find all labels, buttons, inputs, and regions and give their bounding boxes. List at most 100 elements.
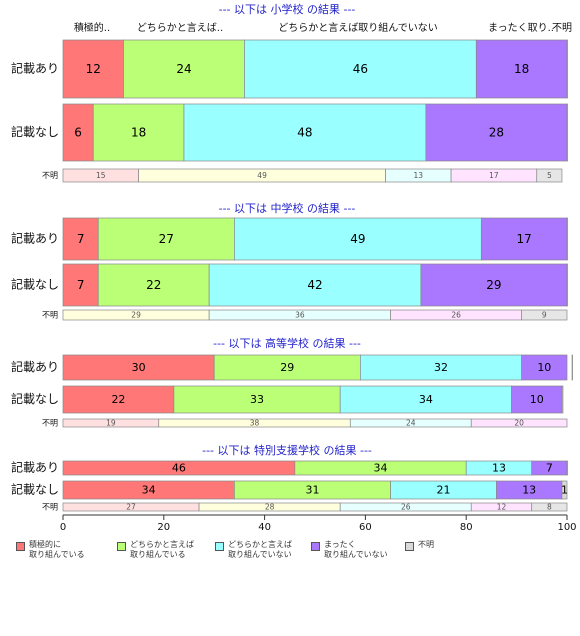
stacked-bar-chart: 積極的.. どちらかと言えば.. どちらかと言えば取り組んでいない まったく取り..不… [11, 2, 577, 533]
bar-segment-3-3-4 [470, 418, 568, 428]
top-header-2: どちらかと言えば.. [137, 21, 223, 34]
legend-item-3: どちらかと言えば 取り組んでいない [215, 540, 292, 560]
legend-swatch-1 [16, 542, 25, 551]
x-tick-label-2: 20 [157, 522, 170, 533]
row-label-3-2: 記載なし [11, 391, 59, 406]
data-label-1-2-3: 48 [297, 126, 312, 140]
bar-segment-2-2-5 [566, 263, 568, 307]
data-label-3-2-4: 10 [530, 393, 544, 406]
row-label-4-2: 記載なし [11, 482, 59, 497]
bar-segment-1-2-1 [62, 103, 94, 162]
data-label-4-2-4: 13 [522, 484, 536, 497]
top-header-5: 不明 [552, 22, 572, 34]
bar-segment-3-1-4 [521, 354, 568, 381]
legend-item-4: まったく 取り組んでいない [311, 540, 388, 560]
bar-segment-1-1-2 [123, 39, 245, 99]
row-label-2-2: 記載なし [11, 277, 59, 292]
bar-segment-1-2-3 [183, 103, 427, 162]
bar-segment-3-2-5 [561, 385, 564, 414]
row-label-3-1: 記載あり [11, 359, 59, 374]
data-label-1-3-4: 17 [489, 171, 499, 180]
data-label-2-1-2: 27 [159, 232, 174, 246]
data-label-4-3-3: 26 [401, 503, 411, 512]
legend-swatch-5 [405, 542, 414, 551]
x-tick-label-4: 60 [359, 522, 372, 533]
data-label-4-2-3: 21 [437, 484, 451, 497]
bar-segment-3-2-4 [511, 385, 563, 414]
data-label-3-3-2: 38 [250, 419, 260, 428]
bar-segment-2-3-5 [521, 309, 568, 321]
data-label-2-1-3: 49 [350, 232, 365, 246]
x-tick-label-3: 40 [258, 522, 271, 533]
row-label-1-1: 記載あり [11, 61, 59, 76]
data-label-2-3-3: 36 [295, 311, 305, 320]
bar-segment-1-2-5 [566, 103, 568, 162]
data-label-2-1-4: 17 [517, 232, 532, 246]
group-title-1: --- 以下は 小学校 の結果 --- [219, 2, 356, 16]
data-label-2-3-2: 29 [131, 311, 141, 320]
legend: 積極的に 取り組んでいる どちらかと言えば 取り組んでいる どちらかと言えば 取… [16, 540, 576, 570]
legend-swatch-2 [117, 542, 126, 551]
bar-segment-1-1-1 [62, 39, 124, 99]
data-label-1-2-2: 18 [131, 126, 146, 140]
data-label-4-3-2: 28 [265, 503, 275, 512]
row-label-2-3: 不明 [42, 311, 58, 320]
data-label-2-2-3: 42 [307, 278, 322, 292]
data-label-2-3-5: 9 [542, 311, 547, 320]
group-title-3: --- 以下は 高等学校 の結果 --- [213, 336, 361, 350]
data-label-4-3-1: 27 [126, 503, 136, 512]
data-label-4-1-2: 34 [374, 462, 388, 475]
top-header-4: まったく取り.. [488, 22, 554, 34]
top-header-3: どちらかと言えば取り組んでいない [278, 21, 438, 34]
data-label-1-1-4: 18 [514, 62, 529, 76]
bar-segment-3-1-1 [62, 354, 215, 381]
data-label-3-1-4: 10 [537, 361, 551, 374]
bar-segment-2-1-4 [480, 217, 568, 261]
data-label-1-2-4: 28 [489, 126, 504, 140]
data-label-3-3-4: 20 [514, 419, 524, 428]
legend-item-2: どちらかと言えば 取り組んでいる [117, 540, 194, 560]
row-label-4-3: 不明 [42, 503, 58, 512]
data-label-4-1-3: 13 [492, 462, 506, 475]
bar-segment-3-1-2 [213, 354, 361, 381]
bar-segment-2-1-3 [234, 217, 482, 261]
bar-segment-4-1-5 [566, 460, 568, 476]
bar-segment-2-2-2 [97, 263, 210, 307]
bar-segment-4-3-5 [531, 502, 568, 512]
legend-label-5: 不明 [418, 540, 434, 549]
x-tick-label-5: 80 [460, 522, 473, 533]
bar-segment-2-1-2 [97, 217, 235, 261]
data-label-3-1-2: 29 [280, 361, 294, 374]
bar-segment-1-3-5 [536, 168, 563, 183]
data-label-1-3-5: 5 [547, 171, 552, 180]
bar-segment-1-2-2 [92, 103, 185, 162]
data-label-1-3-3: 13 [414, 171, 424, 180]
data-label-4-3-5: 8 [547, 503, 552, 512]
bar-segment-3-1-5 [571, 354, 573, 381]
legend-item-5: 不明 [405, 540, 434, 551]
data-label-1-2-1: 6 [74, 126, 82, 140]
legend-label-2: どちらかと言えば 取り組んでいる [130, 540, 194, 559]
bar-segment-1-1-4 [475, 39, 568, 99]
data-label-1-1-3: 46 [353, 62, 368, 76]
data-label-1-1-2: 24 [176, 62, 191, 76]
row-label-1-2: 記載なし [11, 124, 59, 139]
legend-label-4: まったく 取り組んでいない [324, 540, 388, 559]
top-header-1: 積極的.. [74, 21, 110, 34]
data-label-3-2-1: 22 [111, 393, 125, 406]
data-label-2-2-2: 22 [146, 278, 161, 292]
group-title-2: --- 以下は 中学校 の結果 --- [219, 201, 356, 215]
data-label-2-2-4: 29 [486, 278, 501, 292]
data-label-1-3-1: 15 [96, 171, 106, 180]
data-label-3-1-3: 32 [434, 361, 448, 374]
group-title-4: --- 以下は 特別支援学校 の結果 --- [202, 443, 372, 457]
legend-label-1: 積極的に 取り組んでいる [29, 540, 85, 559]
data-label-4-2-2: 31 [305, 484, 319, 497]
legend-swatch-3 [215, 542, 224, 551]
legend-label-3: どちらかと言えば 取り組んでいない [228, 540, 292, 559]
data-label-3-2-3: 34 [419, 393, 433, 406]
data-label-4-1-1: 46 [172, 462, 186, 475]
data-label-2-2-1: 7 [77, 278, 85, 292]
bar-segment-4-2-5 [561, 480, 568, 500]
legend-item-1: 積極的に 取り組んでいる [16, 540, 85, 560]
